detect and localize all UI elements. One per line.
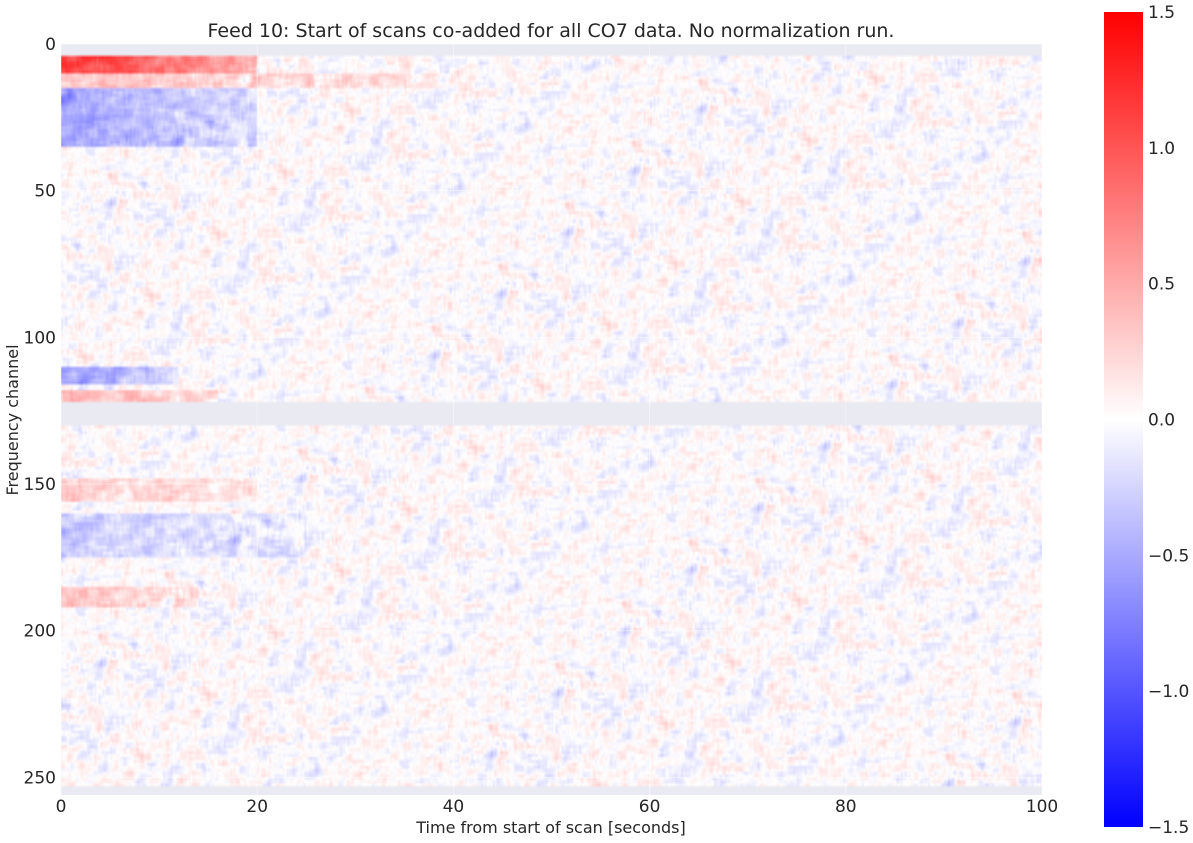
- x-tick-label: 40: [443, 797, 465, 817]
- chart-title: Feed 10: Start of scans co-added for all…: [208, 20, 895, 42]
- x-tick-label: 0: [56, 797, 67, 817]
- y-tick-label: 200: [24, 622, 56, 642]
- heatmap-axes: [60, 43, 1043, 795]
- colorbar-tick-label: 1.0: [1148, 139, 1175, 159]
- grid-lines: [60, 43, 1043, 795]
- y-tick-label: 50: [34, 182, 56, 202]
- y-axis-ticks: 0 50 100 150 200 250: [24, 35, 56, 788]
- x-tick-label: 60: [639, 797, 661, 817]
- colorbar: 1.5 1.0 0.5 0.0 −0.5 −1.0 −1.5: [1104, 3, 1189, 838]
- colorbar-tick-label: 0.0: [1148, 411, 1175, 431]
- x-tick-label: 80: [835, 797, 857, 817]
- colorbar-tick-label: 1.5: [1148, 3, 1175, 23]
- colorbar-tick-label: −1.5: [1148, 818, 1189, 838]
- x-tick-label: 20: [246, 797, 268, 817]
- y-tick-label: 150: [24, 475, 56, 495]
- x-axis-label: Time from start of scan [seconds]: [415, 818, 685, 837]
- colorbar-tick-label: −1.0: [1148, 682, 1189, 702]
- y-axis-label: Frequency channel: [3, 344, 22, 495]
- colorbar-ticks: 1.5 1.0 0.5 0.0 −0.5 −1.0 −1.5: [1148, 3, 1189, 838]
- colorbar-tick-label: 0.5: [1148, 275, 1175, 295]
- x-axis-ticks: 0 20 40 60 80 100: [56, 797, 1059, 817]
- x-tick-label: 100: [1026, 797, 1058, 817]
- y-tick-label: 0: [45, 35, 56, 55]
- y-tick-label: 100: [24, 328, 56, 348]
- colorbar-gradient: [1104, 12, 1143, 827]
- y-tick-label: 250: [24, 768, 56, 788]
- colorbar-tick-label: −0.5: [1148, 546, 1189, 566]
- heatmap-image: [61, 44, 1042, 795]
